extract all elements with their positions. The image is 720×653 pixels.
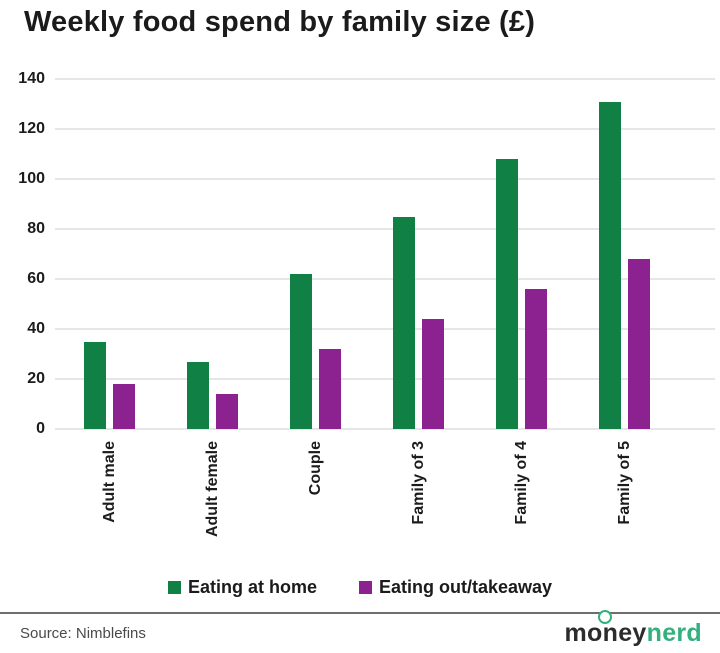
source-text: Source: Nimblefins (20, 625, 146, 642)
gridline-140 (55, 78, 715, 80)
bar-group-couple (290, 274, 341, 429)
gridline-80 (55, 228, 715, 230)
x-tick-label-family-of-5: Family of 5 (615, 441, 633, 525)
y-tick-label-60: 60 (27, 270, 45, 287)
legend-label-eating-at-home: Eating at home (187, 577, 317, 597)
eating-out-takeaway-bar-adult-female (216, 394, 238, 429)
bar-group-family-of-5 (599, 101, 650, 429)
chart-title: Weekly food spend by family size (£) (24, 6, 536, 38)
eating-at-home-bar-family-of-4 (496, 159, 518, 429)
legend: Eating at home Eating out/takeaway (0, 577, 720, 598)
glasses-icon (597, 610, 612, 624)
bar-group-family-of-3 (393, 216, 444, 429)
gridline-100 (55, 178, 715, 180)
y-tick-label-20: 20 (27, 370, 45, 387)
eating-at-home-bar-couple (290, 274, 312, 429)
x-tick-label-adult-male: Adult male (100, 441, 118, 523)
x-tick-label-couple: Couple (306, 441, 324, 496)
legend-swatch-eating-out-takeaway (358, 581, 372, 594)
x-label-cell-couple: Couple (290, 441, 341, 567)
y-tick-label-100: 100 (18, 170, 45, 187)
gridline-20 (55, 378, 715, 380)
bar-group-family-of-4 (496, 159, 547, 429)
y-tick-label-140: 140 (18, 70, 45, 87)
eating-at-home-bar-adult-male (84, 341, 106, 429)
eating-at-home-bar-adult-female (187, 361, 209, 429)
y-tick-label-80: 80 (27, 220, 45, 237)
eating-out-takeaway-bar-family-of-5 (628, 259, 650, 429)
gridline-120 (55, 128, 715, 130)
bar-group-adult-female (187, 361, 238, 429)
x-label-cell-family-of-5: Family of 5 (599, 441, 650, 567)
bars-row (84, 79, 650, 429)
x-tick-label-family-of-3: Family of 3 (409, 441, 427, 525)
moneynerd-logo: moneynerd (565, 610, 702, 648)
logo-text-nerd: nerd (646, 619, 702, 647)
legend-item-eating-at-home: Eating at home (167, 577, 317, 598)
x-tick-label-family-of-4: Family of 4 (512, 441, 530, 525)
legend-label-eating-out-takeaway: Eating out/takeaway (378, 577, 553, 597)
x-axis-labels: Adult male Adult female Couple Family of 3 F… (84, 441, 650, 567)
y-tick-label-120: 120 (18, 120, 45, 137)
gridline-60 (55, 278, 715, 280)
footer: Source: Nimblefins moneynerd (0, 610, 720, 653)
bar-group-adult-male (84, 341, 135, 429)
x-label-cell-adult-male: Adult male (84, 441, 135, 567)
eating-at-home-bar-family-of-5 (599, 101, 621, 429)
y-tick-label-0: 0 (36, 420, 45, 437)
y-tick-label-40: 40 (27, 320, 45, 337)
legend-item-eating-out-takeaway: Eating out/takeaway (358, 577, 553, 598)
x-tick-label-adult-female: Adult female (203, 441, 221, 538)
legend-swatch-eating-at-home (167, 581, 181, 594)
eating-at-home-bar-family-of-3 (393, 216, 415, 429)
gridline-0 (55, 428, 715, 430)
x-label-cell-adult-female: Adult female (187, 441, 238, 567)
eating-out-takeaway-bar-family-of-4 (525, 289, 547, 429)
plot-area (55, 78, 715, 430)
eating-out-takeaway-bar-couple (319, 349, 341, 429)
eating-out-takeaway-bar-family-of-3 (422, 319, 444, 429)
x-label-cell-family-of-4: Family of 4 (496, 441, 547, 567)
x-label-cell-family-of-3: Family of 3 (393, 441, 444, 567)
gridline-40 (55, 328, 715, 330)
eating-out-takeaway-bar-adult-male (113, 384, 135, 429)
